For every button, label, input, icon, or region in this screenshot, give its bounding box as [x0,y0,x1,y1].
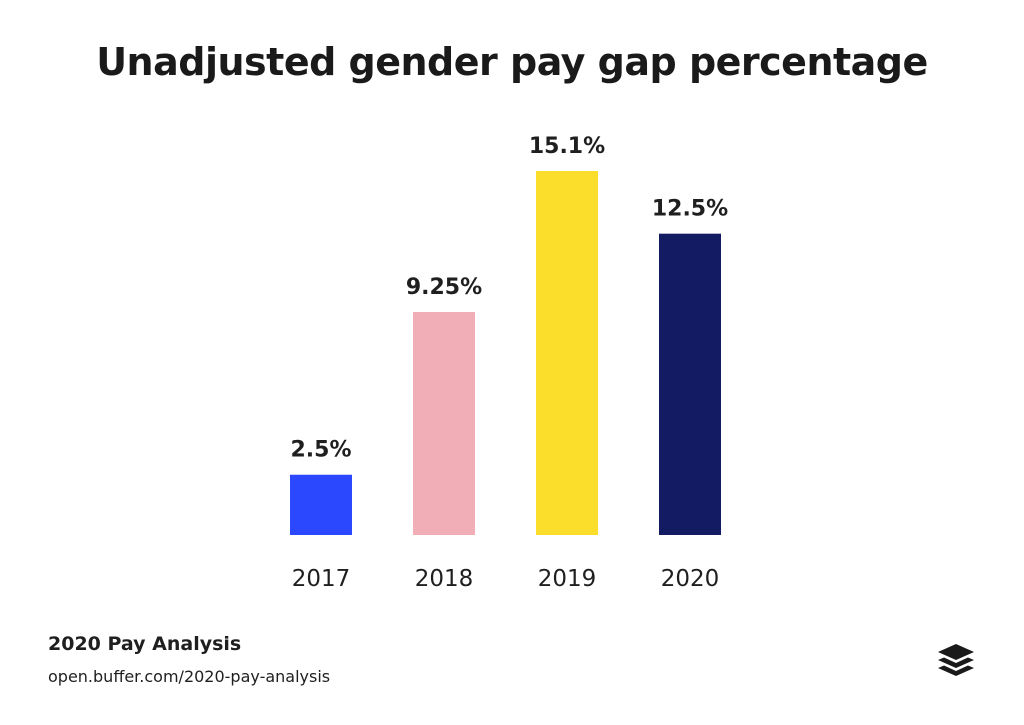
bar-2020 [659,233,721,536]
x-tick-label-2017: 2017 [292,566,351,592]
x-tick-label-2018: 2018 [415,566,474,592]
x-tick-label-2019: 2019 [538,566,597,592]
value-label-2020: 12.5% [652,197,728,222]
footer-heading: 2020 Pay Analysis [48,633,242,655]
value-label-2018: 9.25% [406,275,482,300]
bar-2019 [536,171,598,535]
value-label-2017: 2.5% [290,438,351,463]
buffer-stack-logo-icon [938,644,974,676]
bar-2017 [290,474,352,535]
chart-title: Unadjusted gender pay gap percentage [96,40,928,84]
bar-chart: 2.5% 2017 9.25% 2018 15.1% 2019 12.5% 2020 [290,134,728,592]
value-label-2019: 15.1% [529,134,605,159]
bar-2018 [413,312,475,535]
x-tick-label-2020: 2020 [661,566,720,592]
footer-url: open.buffer.com/2020-pay-analysis [48,667,331,686]
